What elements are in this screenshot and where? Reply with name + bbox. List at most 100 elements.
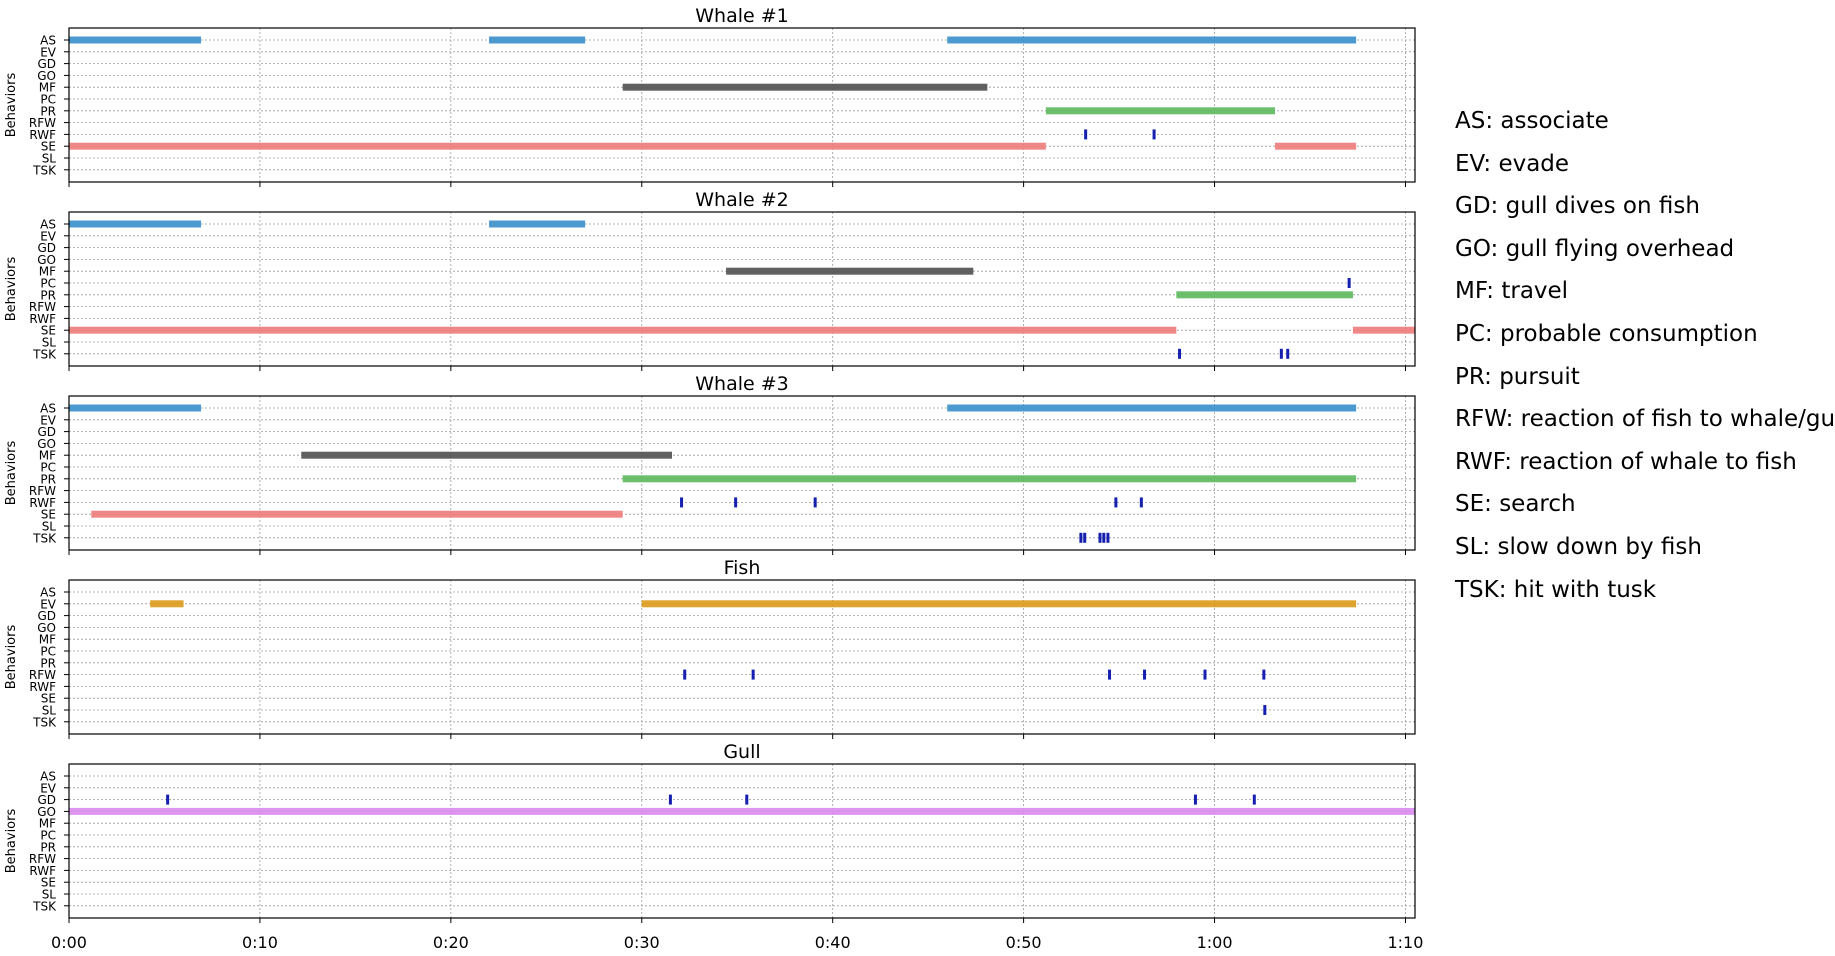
interval-bar-pr: [1176, 291, 1353, 299]
panel-frame: [68, 579, 1416, 735]
y-tick-label: SL: [42, 888, 57, 902]
y-tick-label: EV: [40, 413, 57, 427]
event-marker-rfw: [683, 669, 687, 680]
y-tick-label: PC: [40, 93, 56, 107]
y-tick-label: RWF: [29, 680, 56, 694]
y-tick-label: GD: [37, 793, 56, 807]
y-axis-label: Behaviors: [4, 625, 19, 690]
legend-item: SE: search: [1455, 491, 1576, 518]
y-tick-label: EV: [40, 45, 57, 59]
interval-bar-se: [69, 326, 1177, 334]
interval-bar-se: [1274, 142, 1357, 150]
x-tick-label: 0:30: [624, 933, 660, 951]
event-marker-rfw: [1143, 669, 1147, 680]
event-marker-tsk: [1098, 532, 1102, 543]
y-tick-label: RFW: [29, 668, 56, 682]
event-marker-tsk: [1079, 532, 1083, 543]
y-tick-label: EV: [40, 781, 57, 795]
y-tick-label: GO: [37, 805, 56, 819]
interval-bar-as: [489, 220, 586, 228]
interval-bar-mf: [726, 267, 974, 275]
y-tick-label: MF: [39, 81, 56, 95]
y-tick-label: TSK: [32, 163, 57, 177]
y-tick-label: MF: [39, 449, 56, 463]
event-marker-pc: [1347, 278, 1351, 288]
event-marker-rfw: [1108, 669, 1112, 680]
legend-item: TSK: hit with tusk: [1455, 576, 1657, 603]
event-marker-tsk: [1279, 348, 1283, 359]
event-marker-rwf: [680, 497, 684, 508]
y-tick-label: GO: [37, 621, 56, 635]
interval-bar-as: [947, 404, 1357, 412]
y-tick-label: RFW: [29, 484, 56, 498]
y-tick-label: PR: [40, 288, 56, 302]
y-tick-label: TSK: [32, 715, 57, 729]
event-marker-gd: [1252, 794, 1256, 805]
y-tick-label: TSK: [32, 347, 57, 361]
y-tick-label: GO: [37, 253, 56, 267]
legend-item: RFW: reaction of fish to whale/gull: [1455, 406, 1835, 433]
interval-bar-as: [947, 36, 1357, 44]
panel-title: Fish: [724, 557, 761, 579]
y-axis-label: Behaviors: [4, 441, 19, 506]
event-marker-gd: [668, 794, 672, 805]
y-axis-label: Behaviors: [4, 73, 19, 138]
y-tick-label: PC: [40, 645, 56, 659]
y-tick-label: EV: [40, 597, 57, 611]
panel-title: Whale #3: [695, 373, 789, 395]
interval-bar-ev: [641, 600, 1357, 608]
interval-bar-pr: [1045, 107, 1275, 115]
panel-title: Gull: [723, 741, 760, 763]
event-marker-rwf: [813, 497, 817, 508]
event-marker-rwf: [734, 497, 738, 508]
x-tick-label: 0:20: [433, 933, 469, 951]
y-tick-label: SE: [41, 508, 56, 522]
y-tick-label: SL: [42, 704, 57, 718]
legend-item: PC: probable consumption: [1455, 320, 1758, 347]
interval-bar-se: [91, 510, 623, 518]
legend-item: GO: gull flying overhead: [1455, 235, 1735, 262]
legend-item: GD: gull dives on fish: [1455, 193, 1700, 220]
y-tick-label: AS: [40, 34, 56, 48]
legend-item: EV: evade: [1455, 150, 1570, 177]
y-tick-label: TSK: [32, 899, 57, 913]
y-tick-label: AS: [40, 218, 56, 232]
y-tick-label: SE: [41, 324, 56, 338]
y-tick-label: MF: [39, 633, 56, 647]
x-tick-label: 1:10: [1387, 933, 1423, 951]
y-tick-label: RWF: [29, 312, 56, 326]
y-tick-label: PR: [40, 104, 56, 118]
y-axis-label: Behaviors: [4, 809, 19, 874]
interval-bar-mf: [301, 451, 672, 459]
y-tick-label: PR: [40, 656, 56, 670]
y-tick-label: PR: [40, 472, 56, 486]
legend-item: RWF: reaction of whale to fish: [1455, 448, 1797, 475]
y-tick-label: SL: [42, 152, 57, 166]
panel-title: Whale #1: [695, 5, 789, 27]
event-marker-tsk: [1083, 532, 1087, 543]
legend-item: PR: pursuit: [1455, 363, 1580, 390]
y-tick-label: AS: [40, 586, 56, 600]
legend-item: AS: associate: [1455, 108, 1609, 134]
panel-title: Whale #2: [695, 189, 789, 211]
x-tick-label: 1:00: [1197, 933, 1233, 951]
y-tick-label: SE: [41, 140, 56, 154]
y-tick-label: SL: [42, 336, 57, 350]
y-tick-label: RWF: [29, 128, 56, 142]
y-tick-label: RFW: [29, 852, 56, 866]
event-marker-rwf: [1084, 129, 1088, 140]
event-marker-gd: [166, 794, 170, 805]
interval-bar-pr: [622, 475, 1357, 483]
y-tick-label: PC: [40, 829, 56, 843]
interval-bar-se: [69, 142, 1046, 150]
y-tick-label: GD: [37, 241, 56, 255]
x-tick-label: 0:00: [51, 933, 87, 951]
behavior-legend: AS: associate EV: evade GD: gull dives o…: [1455, 106, 1835, 617]
y-tick-label: RFW: [29, 116, 56, 130]
y-tick-label: GD: [37, 57, 56, 71]
y-tick-label: PR: [40, 840, 56, 854]
event-marker-tsk: [1106, 532, 1110, 543]
event-marker-rfw: [1203, 669, 1207, 680]
y-tick-label: AS: [40, 770, 56, 784]
